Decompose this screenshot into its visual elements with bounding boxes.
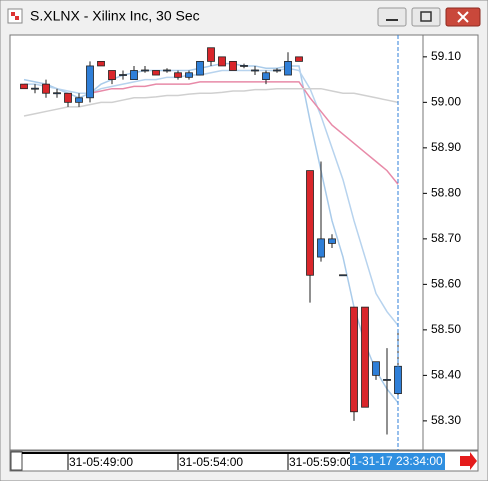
candle-body [53,92,61,95]
maximize-button[interactable] [411,7,441,27]
candle-body [273,69,281,72]
cursor-label: 1-31-17 23:34:00 [351,454,443,468]
candle-body [108,70,116,80]
x-tick-label: 31-05:59:00 [289,455,353,469]
x-tick-label: 31-05:49:00 [69,455,133,469]
candle-body [42,83,50,94]
x-tick-label: 31-05:54:00 [179,455,243,469]
candle-body [229,60,237,71]
moving-average-line [23,87,399,117]
candle-body [64,92,72,103]
candle-body [86,65,94,99]
close-icon [457,11,469,23]
window-title: S.XLNX - Xilinx Inc, 30 Sec [30,8,200,24]
candle-body [185,72,193,78]
candle-body [174,72,182,78]
candle-body [328,238,336,244]
candle-body [97,60,105,67]
y-tick-label: 58.50 [431,322,461,336]
candle-body [218,56,226,67]
scroll-handle[interactable] [10,451,23,471]
candle-body [141,69,149,72]
candle-body [284,60,292,76]
candle-body [383,379,391,381]
y-tick-label: 58.80 [431,186,461,200]
candle-body [251,69,259,72]
candle-body [317,238,325,258]
y-tick-label: 58.70 [431,231,461,245]
candle-body [196,60,204,76]
candle-body [361,306,369,408]
candle-body [119,74,127,76]
candle-body [31,87,39,90]
moving-average-line [89,81,399,185]
y-tick-label: 58.60 [431,277,461,291]
cursor-label-box [350,453,445,470]
candle-body [306,170,314,276]
candle-body [207,47,215,62]
candle-body [295,56,303,62]
candle-body [163,69,171,72]
app-icon-mark [11,12,15,16]
y-tick-label: 58.30 [431,413,461,427]
candle-body [20,83,28,90]
y-axis-area [422,34,479,451]
scroll-right-arrow[interactable] [460,452,477,470]
y-tick-label: 58.40 [431,368,461,382]
candle-body [350,306,358,413]
y-tick-label: 59.00 [431,95,461,109]
y-tick-label: 59.10 [431,49,461,63]
candle-body [75,97,83,103]
candle-body [339,274,347,277]
candle-body [240,65,248,67]
y-tick-label: 58.90 [431,140,461,154]
candle-body [130,70,138,80]
candle-body [372,361,380,376]
candle-body [152,70,160,76]
maximize-icon [420,11,432,22]
minimize-button[interactable] [377,7,407,27]
app-icon-mark [15,16,19,20]
candle-body [262,72,270,80]
